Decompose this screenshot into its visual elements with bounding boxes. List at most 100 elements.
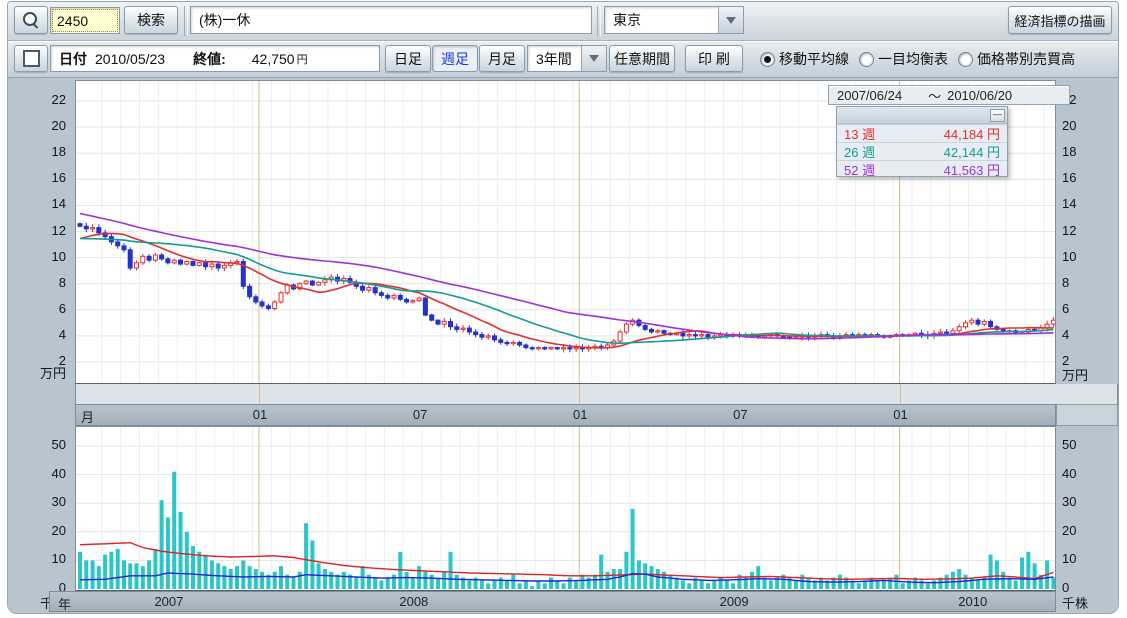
volume-axis-tick-right: 0 [1062,580,1070,595]
range-start-date: 2007/06/24 [837,87,903,103]
toolbar-bottom: 日付 2010/05/23 終値: 42,750 円 日足 週足 月足 3年間 … [8,41,1118,78]
price-axis-tick-right: 18 [1062,144,1077,160]
volume-axis-tick-left: 20 [51,522,66,538]
range-tilde: ～ [928,88,942,104]
price-axis-tick-left: 20 [51,118,66,134]
window-mode-button[interactable] [14,45,48,72]
volume-axis-tick-left: 30 [51,494,66,510]
stock-code-input[interactable]: 2450 [50,7,120,34]
yen-suffix: 円 [296,53,308,66]
search-icon-button[interactable] [14,6,48,34]
radio-volume-by-price[interactable]: 価格帯別売買高 [958,49,1075,69]
chevron-down-icon [589,55,599,62]
toolbar-separator [597,6,601,36]
company-name-field[interactable]: (株)一休 [190,6,592,34]
radio-label: 一目均衡表 [878,51,948,67]
volume-axis-tick-right: 30 [1062,494,1077,510]
year-axis-label: 年 [58,597,72,612]
price-axis-tick-left: 22 [51,92,66,107]
price-axis-tick-left: 18 [51,144,66,160]
range-select-arrow[interactable] [581,46,606,71]
ma-legend-row: 52 週 41,563 円 [837,160,1007,178]
close-price-value: 42,750 [251,50,295,67]
volume-plot[interactable] [75,426,1056,591]
price-unit-right: 万円 [1062,368,1089,383]
minimize-button[interactable]: — [990,109,1005,122]
radio-button-icon[interactable] [859,51,874,67]
market-select[interactable]: 東京 [604,6,744,34]
quote-info-field: 日付 2010/05/23 終値: 42,750 円 [50,45,380,72]
price-axis-tick-right: 12 [1062,222,1077,238]
volume-axis-tick-left: 40 [51,465,66,481]
price-axis-tick-right: 10 [1062,248,1077,264]
volume-axis-tick-right: 40 [1062,465,1077,481]
period-daily-button[interactable]: 日足 [385,45,431,72]
price-axis-tick-left: 8 [58,274,66,290]
ma-line-52-week [79,212,1054,340]
price-axis-tick-right: 2 [1062,353,1070,368]
date-label: 日付 [59,50,87,67]
toolbar-separator [184,6,188,36]
price-axis-tick-right: 6 [1062,300,1070,316]
volume-axis-tick-right: 20 [1062,522,1077,538]
radio-button-icon[interactable] [958,51,973,67]
january-gridline [259,384,260,404]
ma-legend-value: 41,563 円 [943,163,1000,178]
period-weekly-button[interactable]: 週足 [432,45,478,72]
price-axis-tick-left: 16 [51,170,66,186]
chart-application: 2450 検索 (株)一休 東京 経済指標の描画 日付 2010/05/23 終… [7,1,1119,614]
year-tick-label: 2009 [719,594,749,609]
ma-line-26-week [79,237,1054,345]
price-axis-tick-left: 2 [58,353,66,368]
volume-unit-right: 千株 [1062,596,1089,611]
month-axis-bar: 月 01 07 01 07 01 [75,404,1056,426]
window-icon [22,50,40,67]
year-tick-label: 2007 [154,594,184,609]
search-button[interactable]: 検索 [124,6,178,34]
price-chart-svg [76,81,1055,383]
january-gridline [900,384,901,404]
price-axis-tick-left: 6 [58,300,66,316]
ma-legend-row: 13 週 44,184 円 [837,124,1007,142]
price-axis-tick-right: 4 [1062,326,1070,342]
price-axis-tick-left: 4 [58,326,66,342]
volume-bars [78,471,1055,589]
chevron-down-icon [726,16,736,24]
print-button[interactable]: 印 刷 [685,45,743,72]
date-value: 2010/05/23 [95,50,166,67]
ma-legend-value: 44,184 円 [943,127,1000,142]
ma-legend-header[interactable]: — [837,107,1007,124]
period-monthly-button[interactable]: 月足 [479,45,525,72]
ma-line-13-week [79,232,1054,349]
price-axis-tick-right: 20 [1062,118,1077,134]
range-end-date: 2010/06/20 [947,87,1013,103]
radio-label: 価格帯別売買高 [977,51,1075,67]
range-select[interactable]: 3年間 [527,45,607,72]
custom-range-button[interactable]: 任意期間 [609,45,675,72]
price-axis-tick-right: 14 [1062,196,1077,212]
month-axis-extension [1056,404,1118,426]
date-range-display: 2007/06/24 ～ 2010/06/20 [828,85,1070,105]
month-tick-label: 01 [893,407,908,422]
economic-indicator-button[interactable]: 経済指標の描画 [1008,6,1112,34]
magnifier-icon [23,12,39,29]
radio-moving-average[interactable]: 移動平均線 [760,49,849,69]
year-axis-bar: 年 2007 2008 2009 2010 [49,591,1056,612]
month-tick-label: 01 [573,407,588,422]
volume-axis-tick-left: 50 [51,437,66,452]
stock-code-value: 2450 [57,12,89,29]
radio-ichimoku[interactable]: 一目均衡表 [859,49,948,69]
overlay-radio-group: 移動平均線 一目均衡表 価格帯別売買高 [760,49,1085,72]
price-axis-tick-left: 12 [51,222,66,238]
volume-gridlines [76,427,1055,590]
volume-axis-tick-right: 50 [1062,437,1077,452]
price-unit-left: 万円 [39,366,66,381]
volume-chart-svg [76,427,1055,590]
month-tick-label: 07 [412,407,428,422]
market-select-arrow[interactable] [718,7,743,33]
volume-axis-tick-right: 10 [1062,551,1077,567]
radio-button-icon[interactable] [760,51,775,67]
close-price-label: 終値: [193,50,226,67]
ma-legend-row: 26 週 42,144 円 [837,142,1007,160]
